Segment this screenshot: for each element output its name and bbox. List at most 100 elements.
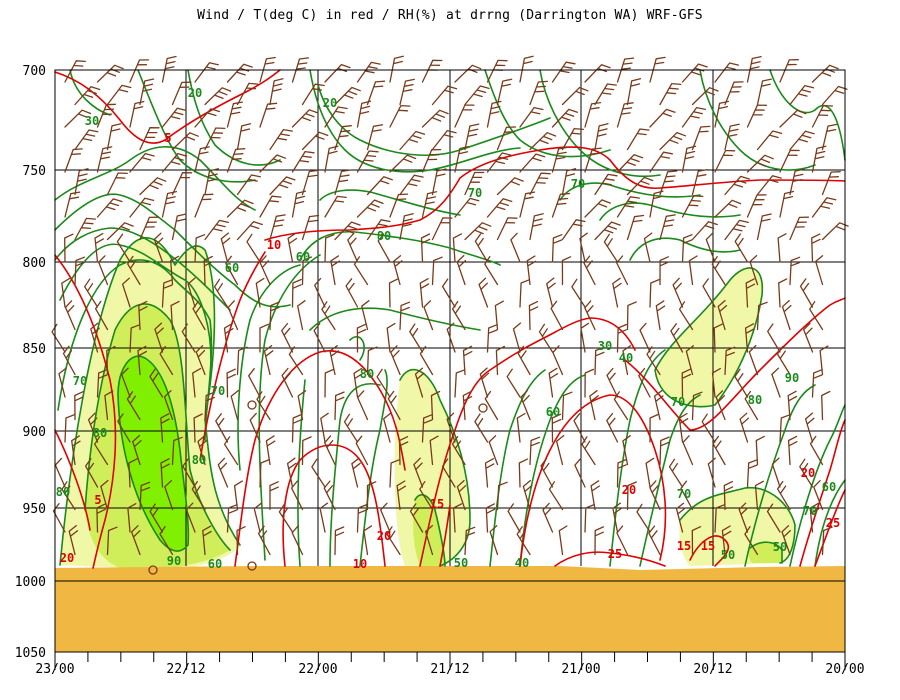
wind-barb [96, 103, 117, 128]
wind-barb [68, 524, 79, 556]
wind-barb [451, 435, 466, 466]
wind-barb [129, 59, 150, 83]
wind-barb [507, 503, 521, 533]
wind-barb [659, 82, 682, 106]
wind-barb [347, 232, 359, 263]
wind-barb [756, 78, 772, 106]
wind-barb [62, 345, 76, 376]
wind-barb [528, 300, 539, 331]
wind-barb [454, 104, 475, 128]
wind-barb [484, 458, 495, 488]
wind-barb [626, 176, 654, 196]
wind-barb [96, 369, 108, 398]
wind-barb [705, 232, 716, 263]
rh-contour-line [59, 243, 212, 381]
wind-barb [789, 168, 805, 196]
wind-barb [71, 435, 81, 466]
wind-barb [804, 412, 815, 443]
wind-barb [399, 174, 424, 196]
wind-barb [519, 153, 546, 173]
rh-contour-label: 70 [571, 177, 585, 191]
wind-barb [815, 255, 824, 286]
wind-barb [744, 323, 755, 353]
rh-contour-label: 30 [598, 339, 612, 353]
wind-barb [526, 255, 537, 286]
wind-barb [749, 254, 759, 286]
rh-contour-label: 70 [671, 395, 685, 409]
wind-barb [441, 458, 456, 488]
wind-barb [259, 458, 270, 488]
wind-barb [321, 301, 336, 331]
temperature-contour-line [799, 419, 846, 567]
wind-barb [484, 255, 499, 286]
wind-barb [756, 130, 783, 151]
wind-barb [356, 61, 381, 83]
wind-barb [583, 255, 596, 286]
wind-barb [581, 436, 596, 466]
wind-barb [84, 458, 99, 488]
rh-fill-90-region [118, 356, 189, 552]
wind-barb [392, 255, 403, 286]
wind-barb [811, 104, 834, 128]
wind-barb [484, 390, 499, 421]
wind-barb [516, 412, 526, 443]
wind-barb [724, 175, 750, 196]
wind-barb [809, 435, 824, 466]
x-tick-label: 21/00 [561, 662, 600, 677]
wind-barb [90, 322, 100, 353]
rh-contour-line [489, 369, 546, 567]
wind-barb [659, 170, 678, 196]
wind-barb [643, 232, 653, 263]
wind-barb [821, 222, 849, 241]
wind-barb [163, 390, 174, 421]
rh-contour-line [57, 259, 213, 441]
wind-barb [197, 434, 207, 466]
wind-barb [691, 168, 708, 196]
wind-barb [226, 504, 238, 533]
wind-barb [779, 109, 807, 128]
wind-barb [386, 322, 396, 353]
wind-barb [139, 177, 167, 196]
wind-barb [616, 323, 628, 353]
wind-barb [738, 502, 749, 533]
wind-barb [451, 300, 466, 331]
wind-barb [613, 391, 629, 421]
wind-barb [334, 221, 361, 241]
y-tick-label: 1000 [15, 575, 46, 590]
wind-barb [462, 390, 473, 421]
rh-contour-line [309, 307, 481, 331]
wind-barb [519, 191, 536, 218]
rh-contour-line [309, 69, 521, 173]
wind-barb [744, 390, 759, 421]
wind-barb [106, 84, 132, 106]
wind-barb [649, 413, 659, 443]
wind-barb [106, 172, 128, 196]
wind-barb [236, 526, 246, 556]
wind-barb [419, 278, 430, 308]
rh-contour-label: 20 [323, 96, 337, 110]
wind-barb [486, 152, 512, 173]
temperature-contour-line [282, 444, 386, 567]
wind-barb [431, 256, 443, 286]
wind-barb [756, 301, 768, 331]
wind-barb [380, 502, 391, 533]
wind-barb [495, 345, 506, 376]
wind-barb [454, 64, 482, 83]
wind-barb [366, 80, 386, 106]
wind-barb [356, 503, 368, 533]
wind-barb [386, 526, 401, 556]
wind-barb [287, 232, 298, 263]
temperature-contour-label: 20 [377, 529, 391, 543]
wind-barb [324, 145, 339, 173]
rh-contour-lines [54, 69, 846, 567]
wind-barb [529, 80, 549, 106]
wind-barb [129, 197, 155, 218]
temperature-contour-label: 20 [622, 483, 636, 497]
wind-barb [419, 481, 434, 511]
wind-barb [571, 278, 586, 308]
wind-barb [681, 63, 708, 83]
wind-barb [117, 413, 131, 443]
wind-barb [714, 504, 726, 533]
wind-barb [281, 322, 294, 353]
wind-barb [297, 390, 307, 421]
